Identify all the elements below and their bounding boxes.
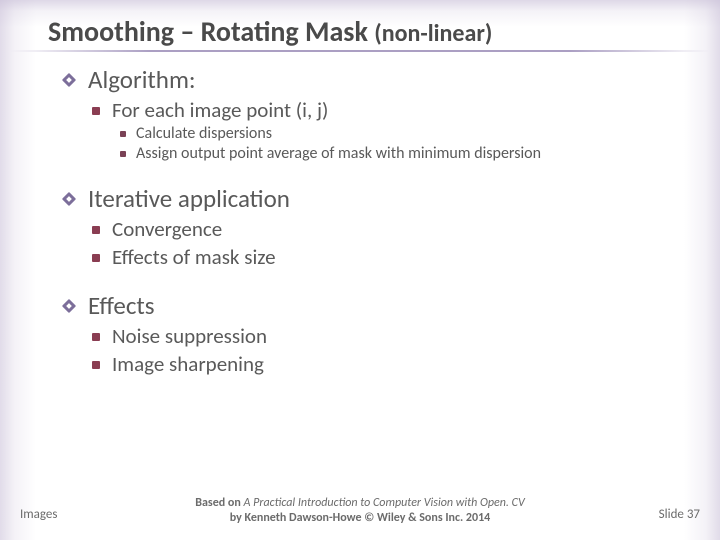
bullet-lvl3: Calculate dispersions — [120, 124, 680, 143]
bullet-lvl1: Algorithm: — [60, 64, 680, 95]
bullet-lvl1: Effects — [60, 290, 680, 321]
footer-right: Slide 37 — [659, 507, 700, 522]
bullet-lvl2: Effects of mask size — [90, 244, 680, 270]
footer-center-book: A Practical Introduction to Computer Vis… — [244, 496, 525, 510]
title-underline — [10, 50, 710, 52]
bullet-lvl2: Image sharpening — [90, 351, 680, 377]
bullet-lvl2: Convergence — [90, 216, 680, 242]
spacer — [60, 270, 680, 284]
footer-center-by: by Kenneth Dawson-Howe © Wiley & Sons In… — [230, 511, 490, 525]
title-sub: (non-linear) — [374, 19, 492, 48]
slide-content: Algorithm: For each image point (i, j) C… — [60, 58, 680, 377]
title-main: Smoothing – Rotating Mask — [48, 14, 368, 49]
footer-center-prefix: Based on — [195, 496, 241, 510]
footer-center: Based on A Practical Introduction to Com… — [0, 496, 720, 526]
bullet-lvl2: Noise suppression — [90, 323, 680, 349]
bullet-lvl1: Iterative application — [60, 183, 680, 214]
spacer — [60, 163, 680, 177]
slide-title: Smoothing – Rotating Mask (non-linear) — [48, 14, 680, 49]
bullet-lvl2: For each image point (i, j) — [90, 97, 680, 123]
bullet-lvl3: Assign output point average of mask with… — [120, 144, 680, 163]
footer: Images Based on A Practical Introduction… — [0, 490, 720, 528]
